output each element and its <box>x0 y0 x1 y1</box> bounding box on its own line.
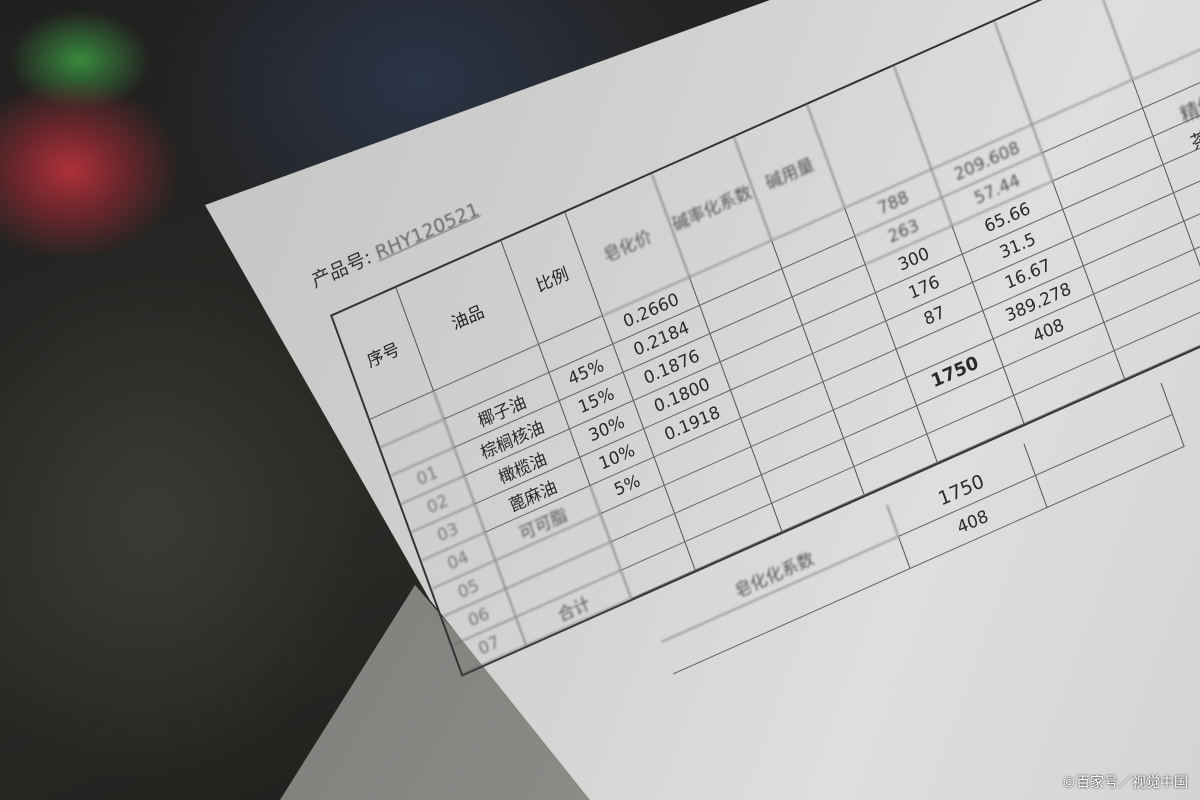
watermark: ©百家号／视觉中国 <box>1062 775 1188 791</box>
